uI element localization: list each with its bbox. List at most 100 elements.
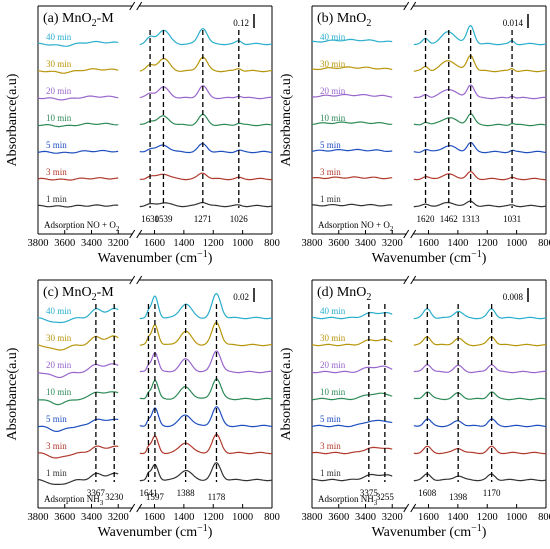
series-label: 20 min bbox=[46, 360, 72, 370]
spectrum-line bbox=[38, 122, 119, 128]
spectrum-line bbox=[413, 113, 547, 127]
x-tick-label: 3400 bbox=[355, 238, 376, 249]
series-label: 20 min bbox=[46, 86, 72, 96]
spectrum-line bbox=[413, 336, 547, 347]
spectrum-line bbox=[413, 200, 547, 208]
x-tick-label: 3600 bbox=[328, 238, 349, 249]
x-tick-label: 1600 bbox=[144, 512, 165, 523]
spectrum-line bbox=[37, 445, 119, 459]
peak-label: 3367 bbox=[87, 488, 106, 498]
peak-label: 1388 bbox=[177, 488, 196, 498]
spectrum-line bbox=[413, 54, 547, 73]
spectrum-line bbox=[139, 56, 273, 73]
series-label: 40 min bbox=[46, 32, 72, 42]
spectrum-line bbox=[312, 392, 393, 401]
peak-label: 1178 bbox=[208, 492, 226, 502]
series-label: 40 min bbox=[320, 32, 346, 42]
series-label: 5 min bbox=[46, 140, 67, 150]
x-tick-label: 1600 bbox=[418, 238, 439, 249]
scale-bar-label: 0.014 bbox=[503, 18, 524, 28]
panel-b: 3800 3600 3400 3200 1600 1400 1200 1000 800 Waven… bbox=[279, 1, 550, 266]
peak-label: 1597 bbox=[146, 492, 165, 502]
series-label: 3 min bbox=[320, 167, 341, 177]
x-tick-label: 1200 bbox=[203, 512, 224, 523]
x-tick-label: 1600 bbox=[144, 238, 165, 249]
spectrum-line bbox=[139, 350, 273, 374]
peak-label: 1641 bbox=[139, 488, 157, 498]
y-axis-label: Absorbance(a.u) bbox=[5, 347, 20, 440]
x-tick-label: 800 bbox=[264, 238, 280, 249]
x-tick-label: 1400 bbox=[173, 238, 194, 249]
spectrum-line bbox=[311, 446, 393, 455]
x-axis-label: Wavenumber (cm−1) bbox=[372, 249, 487, 266]
spectrum-line bbox=[37, 418, 119, 433]
panel-title: (b) MnO2 bbox=[317, 11, 371, 29]
axis-break-mark bbox=[129, 229, 136, 239]
axis-break-mark bbox=[403, 1, 410, 11]
spectrum-line bbox=[413, 308, 547, 320]
series-label: 10 min bbox=[46, 113, 72, 123]
series-label: 3 min bbox=[46, 441, 67, 451]
panel-c: 3800 3600 3400 3200 1600 1400 1200 1000 800 Waven… bbox=[5, 275, 280, 540]
peak-label: 1031 bbox=[503, 214, 521, 224]
x-tick-label: 1600 bbox=[418, 512, 439, 523]
x-tick-label: 3400 bbox=[355, 512, 376, 523]
peak-label: 1462 bbox=[440, 214, 458, 224]
x-tick-label: 1000 bbox=[506, 512, 527, 523]
panel-title: (d) MnO2 bbox=[317, 285, 371, 303]
spectrum-line bbox=[413, 391, 547, 401]
spectrum-line bbox=[413, 25, 547, 46]
x-tick-label: 1200 bbox=[477, 238, 498, 249]
spectrum-line bbox=[139, 28, 273, 46]
x-tick-label: 1200 bbox=[477, 512, 498, 523]
spectrum-line bbox=[413, 170, 546, 181]
peak-label: 1026 bbox=[230, 214, 249, 224]
axis-break-mark bbox=[136, 503, 143, 513]
spectrum-line bbox=[413, 141, 547, 154]
x-tick-label: 1200 bbox=[203, 238, 224, 249]
spectrum-line bbox=[311, 419, 393, 428]
spectrum-line bbox=[312, 473, 393, 482]
series-label: 30 min bbox=[46, 59, 72, 69]
spectrum-line bbox=[312, 203, 393, 207]
spectrum-line bbox=[37, 177, 119, 181]
adsorption-note: Adsorption NH3 bbox=[318, 494, 378, 507]
peak-label: 1170 bbox=[483, 488, 501, 498]
spectrum-line bbox=[37, 391, 119, 406]
axis-break-mark bbox=[403, 229, 410, 239]
spectrum-line bbox=[311, 148, 393, 152]
series-label: 10 min bbox=[320, 113, 346, 123]
peak-label: 1271 bbox=[194, 214, 212, 224]
x-tick-label: 3200 bbox=[382, 238, 403, 249]
y-axis-label: Absorbance(a.u) bbox=[279, 347, 294, 440]
axis-break-mark bbox=[136, 1, 143, 11]
x-tick-label: 3400 bbox=[81, 512, 102, 523]
spectrum-line bbox=[413, 418, 547, 428]
series-label: 5 min bbox=[46, 414, 67, 424]
spectrum-line bbox=[37, 335, 119, 351]
panel-title: (a) MnO2-M bbox=[43, 11, 114, 29]
series-label: 40 min bbox=[320, 306, 346, 316]
series-label: 1 min bbox=[320, 194, 341, 204]
x-tick-label: 1400 bbox=[447, 238, 468, 249]
spectrum-line bbox=[413, 364, 547, 374]
axis-break-mark bbox=[129, 275, 136, 285]
adsorption-note: Adsorption NH3 bbox=[44, 494, 104, 507]
x-tick-label: 1400 bbox=[447, 512, 468, 523]
axis-break-mark bbox=[403, 275, 410, 285]
axis-break-mark bbox=[136, 275, 143, 285]
spectrum-line bbox=[38, 204, 119, 208]
axis-break-mark bbox=[410, 503, 417, 513]
peak-label: 3230 bbox=[105, 492, 124, 502]
series-label: 5 min bbox=[320, 414, 341, 424]
peak-label: 1539 bbox=[154, 214, 173, 224]
y-axis-label: Absorbance(a.u) bbox=[279, 73, 294, 166]
series-label: 1 min bbox=[46, 194, 67, 204]
spectrum-line bbox=[413, 473, 547, 482]
peak-label: 1313 bbox=[462, 214, 481, 224]
spectrum-line bbox=[139, 406, 273, 428]
adsorption-note: Adsorption NO + O2 bbox=[318, 220, 394, 233]
series-label: 30 min bbox=[320, 59, 346, 69]
axis-break-mark bbox=[410, 1, 417, 11]
x-axis-label: Wavenumber (cm−1) bbox=[98, 249, 213, 266]
